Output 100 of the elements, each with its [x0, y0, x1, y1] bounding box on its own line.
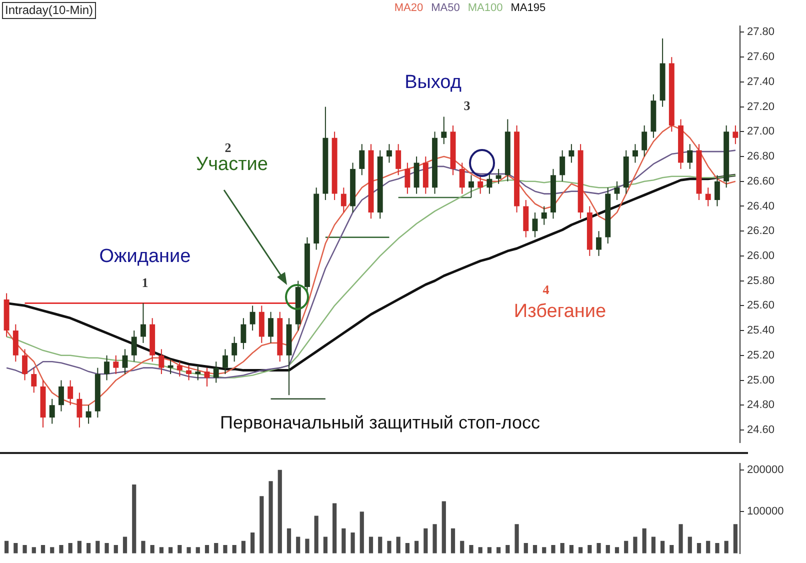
candlestick	[168, 358, 174, 375]
candlestick	[68, 380, 74, 406]
bar	[696, 542, 702, 554]
bar	[569, 545, 574, 554]
candlestick	[268, 311, 274, 344]
bar	[332, 503, 337, 554]
bar	[606, 545, 610, 554]
candlestick	[441, 116, 447, 145]
candlestick	[195, 364, 201, 381]
bar	[4, 540, 9, 554]
y-tick-label: 25.00	[747, 374, 775, 386]
candlestick	[560, 150, 566, 182]
bar	[588, 545, 592, 554]
candlestick	[22, 348, 28, 381]
candlestick	[176, 361, 182, 378]
bar	[360, 512, 364, 554]
bar	[186, 547, 191, 554]
bar	[232, 545, 236, 554]
candlestick	[232, 336, 238, 362]
candlestick	[76, 392, 82, 428]
bar	[478, 547, 482, 554]
candlestick	[705, 187, 711, 207]
bar	[387, 540, 392, 554]
bar	[578, 547, 583, 554]
bar	[286, 528, 292, 554]
y-tick-label: 24.80	[747, 399, 775, 412]
bar	[278, 470, 282, 554]
bar	[688, 536, 692, 554]
bar	[414, 540, 419, 554]
bar	[14, 542, 18, 554]
bar	[614, 547, 620, 554]
candlestick	[568, 144, 574, 164]
bar	[460, 540, 464, 554]
bar	[506, 545, 510, 554]
bar	[122, 536, 128, 554]
bar	[204, 545, 210, 554]
annotation: 2	[224, 140, 232, 156]
candlestick	[404, 162, 410, 194]
bar	[96, 540, 100, 554]
bar	[514, 524, 519, 554]
bar	[132, 484, 136, 554]
bar	[168, 547, 173, 554]
candlestick	[131, 330, 137, 362]
bar	[196, 547, 200, 554]
bar	[32, 547, 36, 554]
candlestick	[122, 348, 128, 375]
bar	[350, 532, 355, 554]
candlestick	[478, 174, 484, 194]
candlestick	[104, 354, 110, 381]
bar	[405, 542, 410, 554]
y-tick-label: 100000	[747, 506, 784, 518]
candlestick	[158, 348, 164, 375]
y-tick-label: 25.40	[747, 324, 775, 337]
bar	[560, 542, 564, 554]
annotation: 1	[142, 275, 148, 291]
candlestick	[396, 144, 402, 176]
bar	[424, 528, 428, 554]
bar	[651, 536, 656, 554]
bar	[678, 524, 683, 554]
y-tick-label: 27.60	[747, 51, 775, 64]
bar	[305, 538, 310, 554]
bar	[368, 536, 374, 554]
candlestick	[732, 124, 738, 145]
bar	[77, 540, 82, 554]
candlestick	[250, 305, 256, 332]
bar	[323, 536, 328, 554]
y-tick-label: 24.60	[747, 424, 775, 436]
bar	[442, 501, 446, 554]
y-tick-label: 27.00	[747, 126, 775, 138]
bar	[670, 545, 674, 554]
bar	[150, 545, 154, 554]
annotation: Выход	[404, 72, 462, 94]
bar	[450, 528, 456, 554]
y-tick-label: 26.80	[747, 150, 775, 163]
bar	[469, 545, 474, 554]
bar	[296, 536, 300, 554]
y-tick-label: 26.00	[747, 250, 775, 262]
y-tick-label: 25.20	[747, 349, 775, 362]
text: MA195	[510, 2, 546, 14]
bar	[724, 540, 728, 554]
candlestick	[632, 144, 638, 164]
annotation: Первоначальный защитный стоп-лосс	[220, 412, 540, 434]
y-tick-label: 26.60	[747, 175, 775, 188]
bar	[642, 528, 646, 554]
candlestick	[240, 318, 246, 350]
annotation: Избегание	[514, 301, 606, 323]
candlestick	[113, 354, 119, 375]
text: MA20	[394, 2, 424, 14]
bar	[214, 542, 218, 554]
candlestick	[532, 212, 538, 238]
bar	[114, 545, 118, 554]
bar	[178, 545, 182, 554]
candlestick	[486, 172, 492, 194]
candlestick	[58, 380, 64, 412]
bar	[260, 496, 264, 554]
y-tick-label: 27.80	[747, 26, 775, 38]
bar	[86, 542, 91, 554]
bar	[314, 516, 318, 554]
y-tick-label: 25.80	[747, 274, 775, 287]
candlestick	[204, 367, 210, 387]
